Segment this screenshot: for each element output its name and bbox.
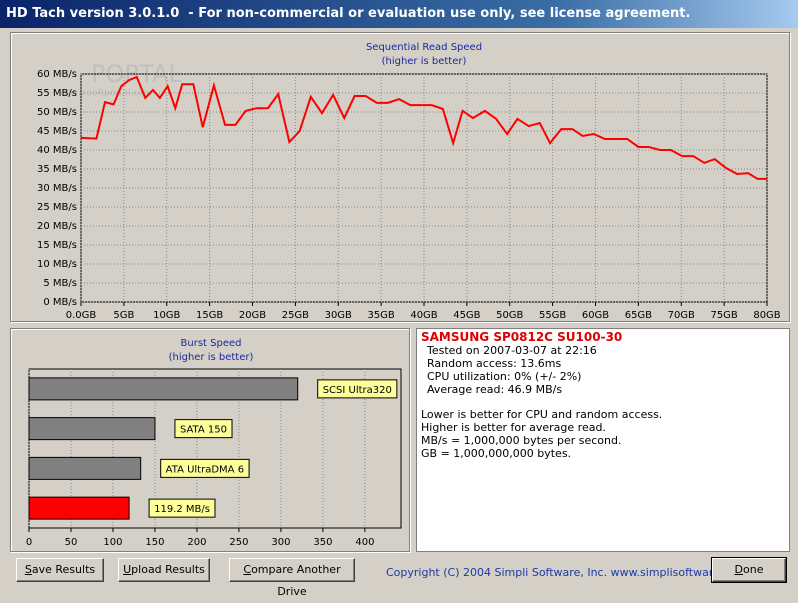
chart-subtitle: (higher is better)	[382, 56, 467, 67]
bar-label-box	[317, 379, 398, 399]
y-tick-label: 20 MB/s	[37, 221, 77, 232]
x-tick-label: 350	[313, 537, 332, 548]
x-tick-label: 25GB	[282, 310, 309, 321]
x-tick-label: 5GB	[113, 310, 134, 321]
x-tick-label: 70GB	[668, 310, 695, 321]
x-tick-label: 80GB	[753, 310, 780, 321]
bar	[28, 377, 299, 401]
y-tick-label: 30 MB/s	[37, 183, 77, 194]
info-line: CPU utilization: 0% (+/- 2%)	[427, 370, 582, 383]
x-tick-label: 20GB	[239, 310, 266, 321]
x-tick-label: 40GB	[410, 310, 437, 321]
bar-label-box	[174, 419, 233, 439]
info-note: MB/s = 1,000,000 bytes per second.	[421, 434, 622, 447]
done-button[interactable]: Done	[711, 557, 787, 583]
bar-label: SATA 150	[180, 425, 227, 436]
x-tick-label: 15GB	[196, 310, 223, 321]
watermark-url: www.softportal.com	[63, 89, 152, 99]
info-note: Lower is better for CPU and random acces…	[421, 408, 663, 421]
bar	[28, 417, 156, 441]
y-tick-label: 15 MB/s	[37, 240, 77, 251]
y-tick-label: 35 MB/s	[37, 164, 77, 175]
bar-label-box	[148, 498, 216, 518]
x-tick-label: 35GB	[367, 310, 394, 321]
bar	[28, 496, 130, 520]
y-tick-label: 10 MB/s	[37, 259, 77, 270]
info-line: Average read: 46.9 MB/s	[427, 383, 563, 396]
info-note: Higher is better for average read.	[421, 421, 606, 434]
bar-label-box	[160, 458, 250, 478]
save-button[interactable]: Save Results	[16, 558, 104, 582]
read-panel: Sequential Read Speed (higher is better) P…	[10, 32, 790, 322]
x-tick-label: 75GB	[710, 310, 737, 321]
info-line: Random access: 13.6ms	[427, 357, 562, 370]
read-chart: Sequential Read Speed(higher is better)P…	[37, 42, 781, 321]
read-line	[80, 75, 767, 180]
x-tick-label: 150	[145, 537, 164, 548]
compare-button[interactable]: Compare Another Drive	[229, 558, 355, 598]
x-tick-label: 60GB	[582, 310, 609, 321]
y-tick-label: 55 MB/s	[37, 88, 77, 99]
drive-name: SAMSUNG SP0812C SU100-30	[421, 330, 623, 344]
plot-frame	[28, 368, 402, 529]
burst-chart: Burst Speed (higher is better) 0 50 100 150 20…	[26, 338, 402, 548]
bar-label: SCSI Ultra320	[323, 385, 392, 396]
y-tick-label: 5 MB/s	[43, 278, 77, 289]
copyright: Copyright (C) 2004 Simpli Software, Inc.…	[386, 566, 747, 579]
bar-label: 119.2 MB/s	[154, 504, 210, 515]
info-line: Tested on 2007-03-07 at 22:16	[427, 344, 597, 357]
title-bar: HD Tach version 3.0.1.0 - For non-commer…	[0, 0, 798, 28]
info-panel: SAMSUNG SP0812C SU100-30 Tested on 2007-…	[416, 328, 790, 552]
info-note: GB = 1,000,000,000 bytes.	[421, 447, 572, 460]
x-tick-label: 250	[229, 537, 248, 548]
chart-title: Sequential Read Speed	[366, 42, 482, 53]
x-tick-label: 10GB	[153, 310, 180, 321]
x-tick-label: 50GB	[496, 310, 523, 321]
upload-button[interactable]: Upload Results	[118, 558, 210, 582]
x-tick-label: 300	[271, 537, 290, 548]
y-tick-label: 0 MB/s	[43, 297, 77, 308]
x-tick-label: 50	[65, 537, 78, 548]
y-tick-label: 50 MB/s	[37, 107, 77, 118]
x-tick-label: 45GB	[453, 310, 480, 321]
x-tick-label: 0	[26, 537, 32, 548]
x-tick-label: 0.0GB	[66, 310, 97, 321]
x-tick-label: 400	[355, 537, 374, 548]
y-tick-label: 40 MB/s	[37, 145, 77, 156]
chart-title: Burst Speed	[181, 338, 242, 349]
y-tick-label: 25 MB/s	[37, 202, 77, 213]
x-tick-label: 65GB	[625, 310, 652, 321]
x-tick-label: 100	[103, 537, 122, 548]
x-tick-label: 30GB	[325, 310, 352, 321]
burst-panel: Burst Speed (higher is better) 0 50 100 150 20…	[10, 328, 410, 552]
y-tick-label: 60 MB/s	[37, 69, 77, 80]
bar-label: ATA UltraDMA 6	[166, 464, 244, 475]
y-tick-label: 45 MB/s	[37, 126, 77, 137]
chart-subtitle: (higher is better)	[169, 352, 254, 363]
bar	[28, 456, 142, 480]
x-tick-label: 200	[187, 537, 206, 548]
x-tick-label: 55GB	[539, 310, 566, 321]
